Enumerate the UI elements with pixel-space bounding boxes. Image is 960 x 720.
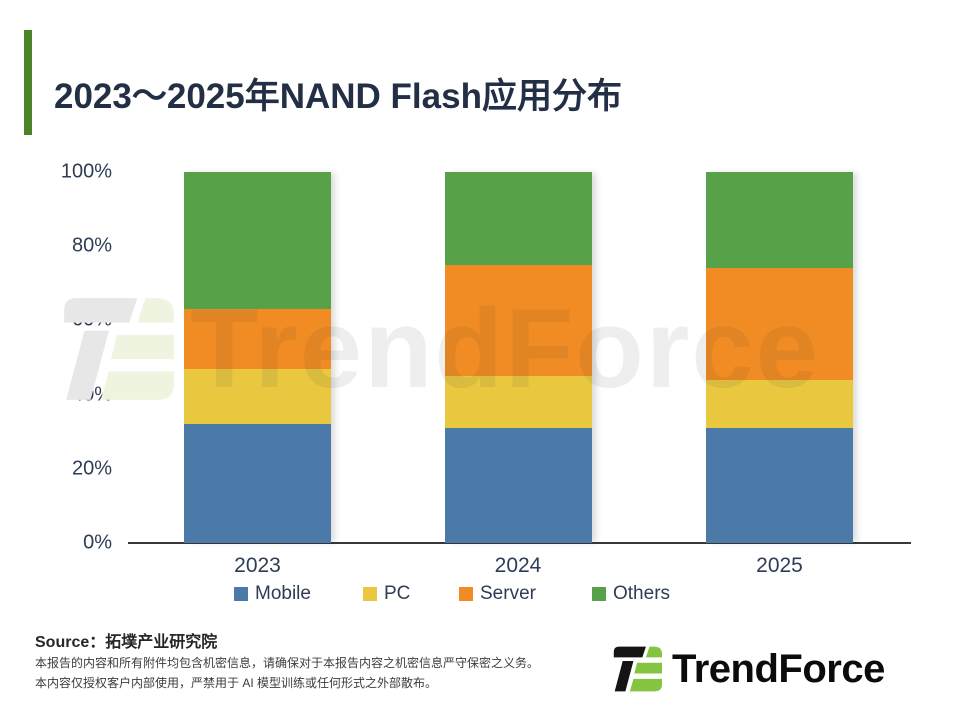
chart-legend: Mobile PC Server Others: [0, 583, 960, 607]
bar-segment-2023-server: [184, 309, 331, 369]
y-tick-label: 20%: [71, 457, 112, 480]
legend-label-server: Server: [480, 583, 536, 604]
bar-segment-2025-pc: [706, 379, 853, 428]
disclaimer-line-2: 本内容仅授权客户内部使用，严禁用于 AI 模型训练或任何形式之外部散布。: [35, 676, 438, 690]
legend-swatch-server: [459, 587, 473, 601]
legend-swatch-mobile: [234, 587, 248, 601]
trendforce-logo-text: TrendForce: [672, 646, 885, 691]
bar-2025: [706, 172, 853, 543]
page-title: 2023～2025年NAND Flash应用分布: [54, 77, 622, 116]
source-label: Source：拓墣产业研究院: [35, 634, 218, 651]
legend-swatch-others: [592, 587, 606, 601]
bar-segment-2023-mobile: [184, 424, 331, 543]
y-tick-label: 40%: [71, 383, 112, 406]
bar-segment-2023-pc: [184, 368, 331, 425]
bar-2024: [444, 172, 592, 543]
legend-item-mobile: Mobile: [234, 583, 311, 605]
y-axis: 0% 20% 40% 60% 80% 100%: [30, 161, 112, 554]
legend-label-pc: PC: [384, 583, 411, 604]
y-tick-label: 100%: [60, 160, 112, 183]
legend-item-server: Server: [459, 583, 536, 605]
x-axis-labels: 2023 2024 2025: [128, 554, 911, 582]
bar-segment-2025-mobile: [706, 428, 853, 543]
bar-segment-2024-server: [444, 264, 592, 377]
legend-label-mobile: Mobile: [255, 583, 311, 604]
y-tick-label: 80%: [71, 234, 112, 257]
disclaimer-line-1: 本报告的内容和所有附件均包含机密信息，请确保对于本报告内容之机密信息严守保密之义…: [35, 656, 540, 670]
x-axis-line: [128, 542, 911, 544]
x-tick-label-2025: 2025: [756, 554, 803, 577]
title-accent-bar: [24, 30, 32, 135]
bar-segment-2024-mobile: [444, 428, 592, 543]
legend-item-pc: PC: [363, 583, 410, 605]
x-tick-label-2023: 2023: [234, 554, 281, 577]
x-tick-label-2024: 2024: [494, 554, 542, 577]
disclaimer: 本报告的内容和所有附件均包含机密信息，请确保对于本报告内容之机密信息严守保密之义…: [35, 653, 539, 693]
bar-segment-2025-others: [706, 172, 853, 269]
bar-segment-2024-others: [444, 172, 592, 265]
bar-segment-2025-server: [706, 268, 853, 380]
bar-segment-2024-pc: [444, 376, 592, 428]
plot-area: [128, 172, 911, 544]
legend-item-others: Others: [592, 583, 670, 605]
y-tick-label: 0%: [83, 531, 112, 554]
legend-label-others: Others: [613, 583, 671, 604]
y-tick-label: 60%: [71, 308, 112, 331]
legend-swatch-pc: [363, 587, 377, 601]
bar-2023: [184, 172, 331, 543]
trendforce-logo: TrendForce: [610, 644, 885, 694]
trendforce-logo-icon: [613, 646, 662, 692]
bar-segment-2023-others: [184, 172, 331, 310]
